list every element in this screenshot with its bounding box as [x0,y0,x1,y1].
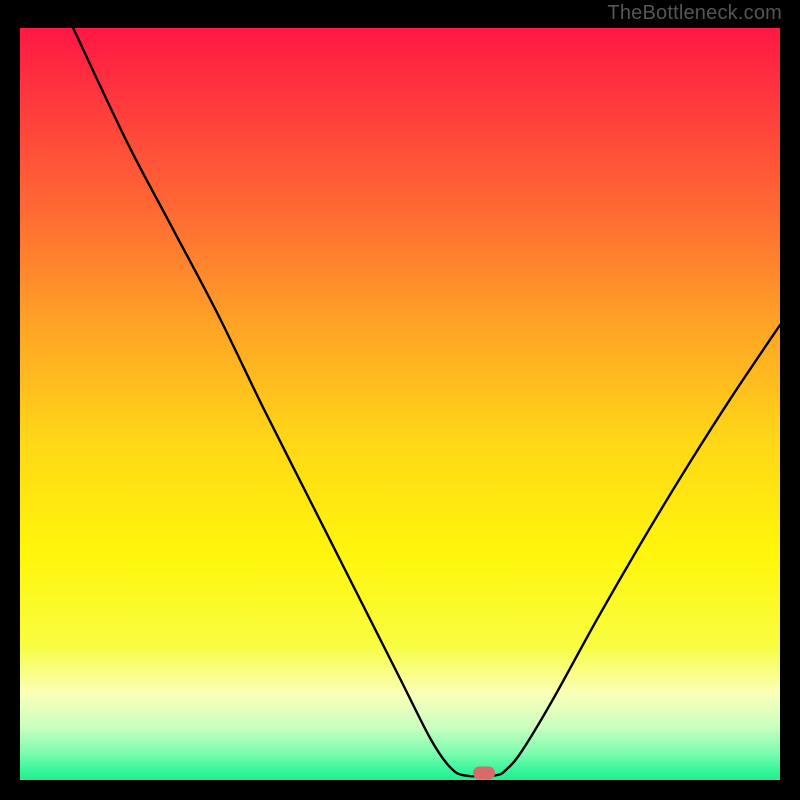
plot-area [20,28,780,780]
optimal-marker [473,767,495,780]
watermark-text: TheBottleneck.com [607,2,782,25]
bottleneck-curve [20,28,780,780]
